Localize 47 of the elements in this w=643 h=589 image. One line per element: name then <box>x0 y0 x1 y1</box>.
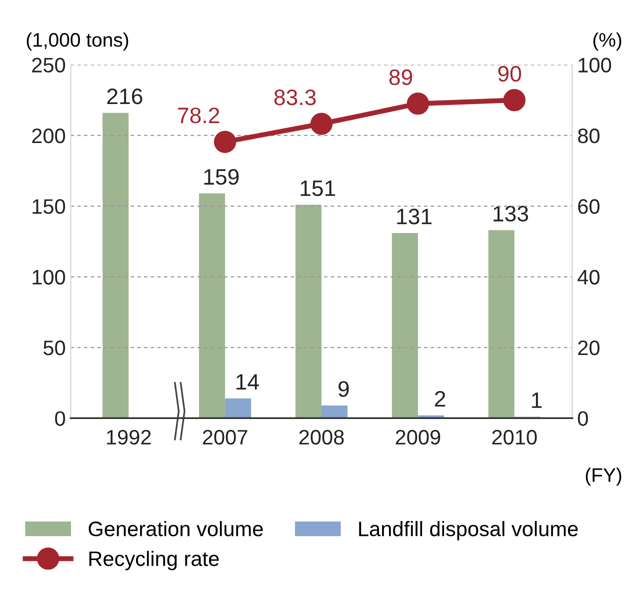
x-tick-label: 2007 <box>202 430 248 445</box>
y2-tick-label: 100 <box>578 58 612 73</box>
point <box>406 92 430 115</box>
y-tick-label: 100 <box>32 270 66 285</box>
y-tick-label: 250 <box>32 58 66 73</box>
data-label: 14 <box>236 374 259 390</box>
data-label: 216 <box>107 88 142 104</box>
data-label: 90 <box>498 66 522 82</box>
bar <box>322 405 348 418</box>
data-label: 133 <box>494 206 528 222</box>
legend-label: Recycling rate <box>89 550 219 570</box>
data-label: 131 <box>397 208 432 224</box>
y-tick-label: 0 <box>55 411 66 426</box>
y2-axis-title: (%) <box>593 32 622 51</box>
bar <box>392 233 418 418</box>
data-label: 2 <box>435 390 446 407</box>
legend-label: Generation volume <box>88 520 263 536</box>
x-tick-label: 2009 <box>396 430 440 445</box>
y-tick-label: 200 <box>32 128 66 144</box>
legend-label: Landfill disposal volume <box>359 520 578 540</box>
x-tick-label: 1992 <box>107 430 151 445</box>
data-label: 9 <box>338 381 349 397</box>
y2-tick-label: 40 <box>578 270 600 285</box>
point <box>310 112 333 135</box>
y2-tick-label: 20 <box>578 340 600 356</box>
data-label: 1 <box>532 392 542 408</box>
bar <box>199 193 226 418</box>
bar <box>225 398 252 418</box>
y2-tick-label: 80 <box>578 128 600 144</box>
data-label: 151 <box>300 180 336 196</box>
data-label: 78.2 <box>178 108 220 124</box>
x-tick-label: 2010 <box>492 430 537 445</box>
bar <box>102 112 129 418</box>
data-label: 159 <box>204 169 239 185</box>
point <box>214 130 236 153</box>
y-tick-label: 50 <box>44 340 66 356</box>
y2-tick-label: 0 <box>578 411 588 426</box>
bar <box>295 204 322 418</box>
data-label: 83.3 <box>274 90 316 106</box>
x-tick-label: 2008 <box>299 430 344 445</box>
bar <box>488 230 514 418</box>
y-tick-label: 150 <box>32 199 66 214</box>
point <box>503 89 526 112</box>
y2-tick-label: 60 <box>578 199 600 214</box>
y-axis-title: (1,000 tons) <box>26 32 128 51</box>
data-label: 89 <box>389 69 412 86</box>
x-axis-title: (FY) <box>586 468 622 486</box>
